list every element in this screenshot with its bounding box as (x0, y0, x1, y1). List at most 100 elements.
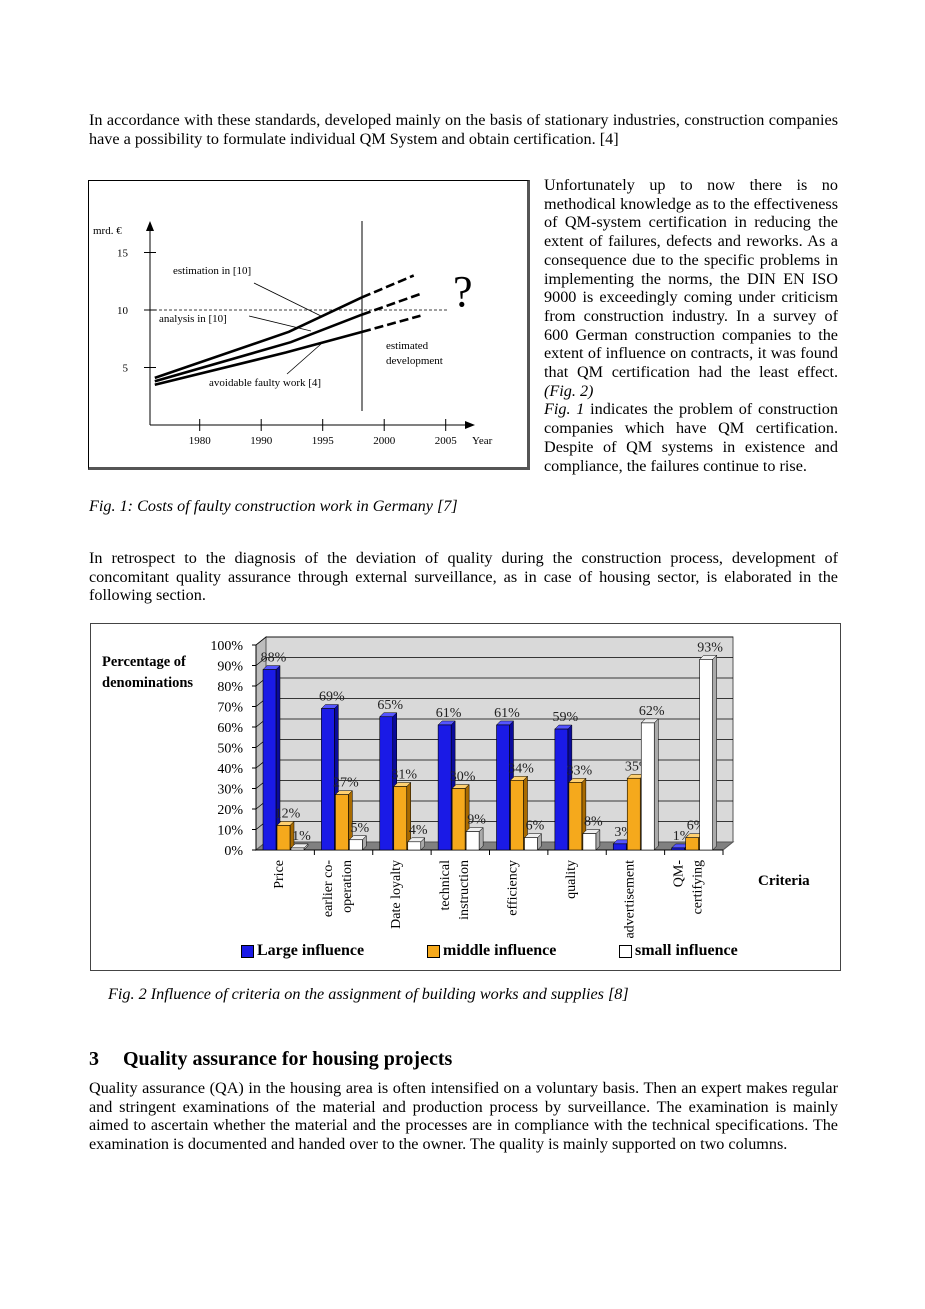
y-tick-label: 100% (210, 639, 243, 654)
y-axis-label: mrd. € (93, 225, 122, 237)
series-line-dashed (361, 292, 421, 316)
bar-small (349, 839, 363, 851)
series-leader-line (248, 315, 312, 332)
x-tick-label: 1995 (312, 435, 335, 447)
category-label: certifying (690, 860, 705, 914)
y-tick-label: 0% (224, 844, 243, 859)
bar-large (379, 716, 394, 851)
y-tick-label: 60% (217, 721, 243, 736)
data-label: 1% (292, 829, 311, 844)
x-axis-label: Year (472, 435, 493, 447)
legend-label-middle: middle influence (443, 942, 557, 959)
category-label: quality (564, 860, 579, 899)
bar-middle (568, 782, 583, 851)
y-axis-label-line1: Percentage of (102, 654, 186, 670)
legend-label-small: small influence (635, 942, 738, 959)
cost-line-chart: mrd. € 5 10 15 1980 1990 1995 2000 2005 Year estim… (93, 221, 493, 447)
data-label: 30% (450, 770, 476, 785)
series-label: analysis in [10] (159, 313, 227, 325)
data-label: 6% (526, 819, 545, 834)
category-label: technical (438, 860, 453, 911)
category-label: earlier co- (321, 860, 336, 917)
bar-middle (510, 780, 524, 851)
bar-large (671, 847, 685, 851)
x-tick-label: 2000 (373, 435, 396, 447)
series-line-dashed (361, 274, 415, 299)
data-label: 93% (697, 640, 723, 655)
bar-small (582, 833, 597, 851)
figure-1-caption: Fig. 1: Costs of faulty construction wor… (89, 497, 458, 515)
series-label: avoidable faulty work [4] (209, 377, 321, 389)
data-label: 12% (275, 806, 301, 821)
retrospect-paragraph: In retrospect to the diagnosis of the de… (89, 549, 838, 605)
right-column-paragraph: Unfortunately up to now there is no meth… (544, 176, 838, 475)
y-tick-label: 50% (217, 742, 243, 757)
section-title: Quality assurance for housing projects (123, 1048, 453, 1070)
section3-paragraph: Quality assurance (QA) in the housing ar… (89, 1079, 838, 1154)
y-tick-label: 10% (217, 824, 243, 839)
question-mark: ? (453, 267, 473, 316)
right-column-text-a: Unfortunately up to now there is no meth… (544, 176, 838, 382)
legend-middle: middle influence (427, 942, 556, 960)
category-label: operation (340, 860, 355, 913)
data-label: 31% (391, 767, 417, 782)
category-label: instruction (457, 860, 472, 920)
bar-large (496, 724, 510, 851)
bar-small (290, 847, 305, 851)
figure-2-influence-chart: 0% 10% 20% 30% 40% 50% 60% 70% 80% 90% 100% Percent… (90, 623, 841, 971)
estimated-label: development (386, 355, 443, 367)
data-label: 69% (319, 690, 345, 705)
figure-1-cost-chart: mrd. € 5 10 15 1980 1990 1995 2000 2005 Year estim… (88, 180, 530, 470)
bar-small (407, 841, 422, 851)
y-axis-arrow-icon (146, 221, 154, 231)
legend-swatch-small (619, 944, 632, 958)
estimated-label: estimated (386, 340, 429, 352)
category-label: Date loyalty (389, 860, 404, 929)
data-label: 27% (333, 776, 359, 791)
right-column-text-b: indicates the problem of construction co… (544, 400, 838, 475)
legend-label-large: Large influence (257, 942, 365, 959)
bar-small (465, 831, 480, 851)
y-tick-label: 40% (217, 762, 243, 777)
y-axis-label-line2: denominations (102, 675, 193, 691)
bar-side (712, 654, 717, 851)
data-label: 59% (553, 710, 579, 725)
bar-middle (393, 786, 408, 851)
y-tick-label: 30% (217, 783, 243, 798)
data-label: 9% (467, 813, 486, 828)
bar-large (612, 843, 627, 851)
x-tick-label: 2005 (435, 435, 458, 447)
bar-side (654, 718, 659, 851)
data-label: 33% (567, 763, 593, 778)
series-label: estimation in [10] (173, 265, 251, 277)
category-label: efficiency (506, 860, 521, 916)
series-leader-line (286, 343, 322, 375)
data-label: 34% (508, 761, 534, 776)
x-axis-arrow-icon (465, 421, 475, 429)
legend-swatch-large (241, 944, 254, 958)
influence-bar-chart: 0% 10% 20% 30% 40% 50% 60% 70% 80% 90% 100% Percent… (102, 635, 810, 939)
gridline (255, 657, 733, 666)
data-label: 4% (409, 823, 428, 838)
data-label: 5% (351, 821, 370, 836)
x-tick-label: 1990 (250, 435, 273, 447)
section-heading: 3 Quality assurance for housing projects (89, 1048, 452, 1071)
bar-small (524, 837, 538, 851)
bar-small (699, 659, 713, 851)
series-line-solid (154, 313, 363, 383)
bar-small (640, 722, 655, 851)
series-line-solid (154, 330, 363, 387)
intro-paragraph: In accordance with these standards, deve… (89, 111, 838, 148)
bar-large (437, 724, 452, 851)
bar-middle (685, 837, 699, 851)
y-tick-label: 15 (117, 248, 129, 260)
category-label: advertisement (622, 860, 637, 939)
bar-large (554, 728, 569, 851)
data-label: 8% (584, 815, 603, 830)
figure-2-caption: Fig. 2 Influence of criteria on the assi… (108, 985, 629, 1003)
data-label: 61% (436, 706, 462, 721)
series-line-dashed (361, 314, 421, 334)
gridline (255, 636, 733, 646)
bar-large (321, 708, 335, 851)
